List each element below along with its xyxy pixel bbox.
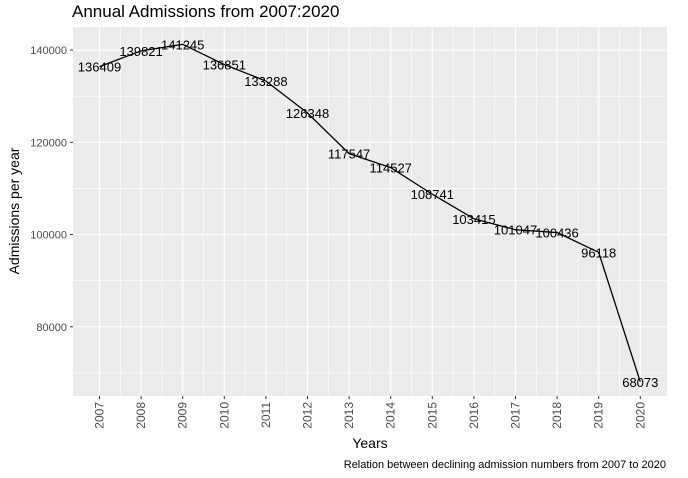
- x-tick-label: 2012: [301, 402, 315, 429]
- x-tick-label: 2013: [342, 402, 356, 429]
- data-label-2015: 108741: [411, 187, 454, 202]
- x-tick-label: 2020: [633, 402, 647, 429]
- data-label-2008: 139821: [119, 44, 162, 59]
- y-tick-label: 120000: [30, 137, 67, 149]
- y-tick-label: 80000: [36, 322, 67, 334]
- data-label-2016: 103415: [452, 212, 495, 227]
- data-label-2013: 117547: [328, 147, 370, 162]
- x-tick-label: 2014: [384, 402, 398, 429]
- data-label-2010: 136851: [203, 58, 246, 73]
- data-label-2019: 96118: [581, 245, 616, 260]
- minor-gridlines: [73, 27, 667, 396]
- x-tick-label: 2010: [217, 402, 231, 429]
- admissions-line: [99, 43, 641, 383]
- data-label-2009: 141245: [161, 37, 204, 52]
- chart-caption: Relation between declining admission num…: [344, 459, 666, 471]
- admissions-series: [99, 43, 641, 383]
- x-tick-label: 2015: [425, 402, 439, 429]
- y-tick-label: 140000: [30, 45, 67, 57]
- y-tick-label: 100000: [30, 230, 67, 242]
- y-axis: 80000 100000 120000 140000: [30, 45, 73, 334]
- x-tick-label: 2019: [592, 402, 606, 429]
- y-axis-title: Admissions per year: [6, 147, 22, 274]
- data-label-2011: 133288: [244, 74, 287, 89]
- major-gridlines: [73, 27, 667, 396]
- x-tick-label: 2018: [550, 402, 564, 429]
- chart-title: Annual Admissions from 2007:2020: [72, 2, 339, 21]
- x-tick-label: 2007: [93, 402, 107, 429]
- data-label-2012: 126348: [286, 106, 329, 121]
- data-label-2018: 100436: [535, 226, 578, 241]
- data-label-2017: 101047: [494, 223, 537, 238]
- x-tick-label: 2016: [467, 402, 481, 429]
- x-tick-label: 2011: [259, 402, 273, 428]
- x-axis-title: Years: [352, 435, 387, 451]
- x-tick-label: 2008: [134, 402, 148, 429]
- x-axis: 2007 2008 2009 2010 2011 2012 2013 2014 2015 2016…: [93, 396, 647, 429]
- x-tick-label: 2009: [176, 402, 190, 429]
- data-label-2020: 68073: [622, 375, 658, 390]
- data-label-2007: 136409: [78, 60, 121, 75]
- x-tick-label: 2017: [509, 402, 523, 429]
- data-label-2014: 114527: [369, 161, 411, 176]
